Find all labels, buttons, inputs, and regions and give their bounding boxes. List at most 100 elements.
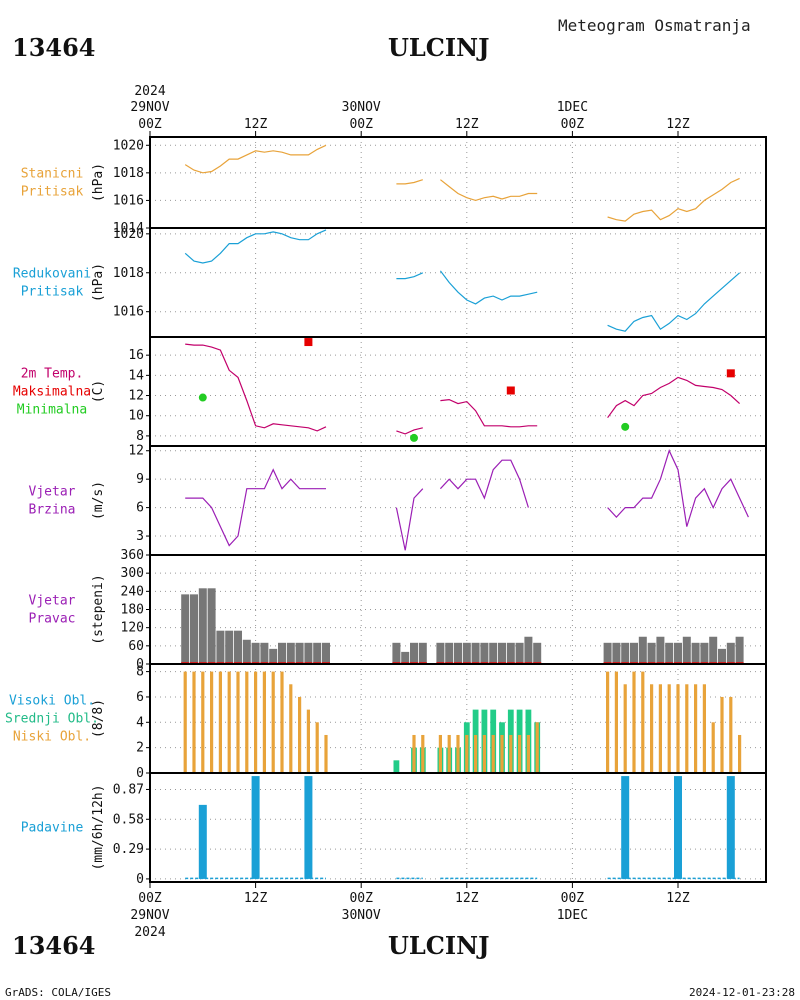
low-cloud-bar — [474, 734, 478, 773]
wind-dir-bar — [313, 642, 322, 664]
y-tick-label: 8 — [136, 429, 144, 444]
low-cloud-bar — [245, 671, 249, 773]
x-tick-label: 12Z — [244, 117, 268, 132]
wind-dir-bar — [436, 642, 445, 664]
low-cloud-bar — [685, 684, 689, 773]
series-line-temperature — [607, 376, 741, 419]
wind-dir-bar — [674, 642, 682, 664]
series-line-wind_speed — [395, 488, 424, 551]
y-tick-label: 0.87 — [113, 782, 144, 797]
precip-bar — [621, 776, 630, 879]
y-tick-label: 240 — [121, 584, 144, 599]
y-tick-label: 3 — [136, 529, 144, 544]
series-line-temperature — [440, 398, 538, 428]
low-cloud-bar — [227, 671, 231, 773]
series-line-wind_speed — [185, 468, 326, 547]
panel-title: Pravac — [29, 612, 76, 627]
y-tick-label: 1016 — [113, 193, 144, 208]
unit-label: (m/s) — [91, 481, 106, 520]
year-label: 2024 — [134, 84, 165, 99]
y-tick-label: 0 — [136, 872, 144, 887]
wind-dir-bar — [489, 642, 498, 664]
max-temp-marker — [726, 369, 735, 378]
wind-dir-bar — [181, 594, 190, 664]
series-line-reduced_pressure — [439, 270, 538, 305]
series-line-wind_speed — [607, 449, 749, 527]
y-tick-label: 6 — [136, 690, 144, 705]
low-cloud-bar — [280, 671, 284, 773]
y-tick-label: 0 — [136, 766, 144, 781]
wind-dir-bar — [269, 648, 278, 664]
unit-label: (stepeni) — [91, 574, 106, 644]
day-label: 1DEC — [557, 100, 588, 115]
unit-label: (hPa) — [91, 263, 106, 302]
wind-dir-bar — [260, 642, 269, 664]
day-label: 30NOV — [342, 908, 381, 923]
low-cloud-bar — [271, 671, 275, 773]
low-cloud-bar — [482, 734, 486, 773]
y-tick-label: 2 — [136, 741, 144, 756]
station-name-bottom: ULCINJ — [388, 931, 489, 960]
low-cloud-bar — [500, 734, 504, 773]
wind-dir-bar — [621, 642, 630, 664]
data-precipitation — [185, 776, 740, 880]
y-tick-label: 12 — [128, 389, 144, 404]
wind-dir-bar — [216, 630, 225, 664]
panel-title: Pritisak — [21, 285, 84, 300]
wind-dir-bar — [234, 630, 242, 664]
panel-frame — [149, 227, 767, 338]
series-line-reduced_pressure — [396, 272, 424, 280]
wind-dir-bar — [242, 639, 251, 664]
wind-dir-bar — [665, 642, 674, 664]
wind-dir-bar — [612, 642, 621, 664]
y-tick-label: 60 — [128, 639, 144, 654]
data-reduced_pressure — [184, 229, 740, 332]
y-tick-label: 1014 — [113, 221, 144, 236]
mid-cloud-bar — [393, 760, 400, 773]
panel-title: Pritisak — [21, 185, 84, 200]
data-clouds — [182, 671, 743, 773]
panel-title: Maksimalna — [13, 385, 91, 400]
wind-dir-bar — [480, 642, 489, 664]
panel-clouds: 0 2 4 6 8 (8/8)Visoki Obl. Srednji Obl. Niski O… — [5, 663, 767, 781]
day-label: 29NOV — [130, 100, 169, 115]
wind-dir-bar — [700, 642, 709, 664]
wind-dir-bar — [401, 651, 410, 664]
y-tick-label: 120 — [121, 621, 144, 636]
wind-dir-bar — [524, 636, 533, 664]
wind-dir-bar — [278, 642, 286, 664]
wind-dir-bar — [454, 642, 462, 664]
wind-dir-bar — [225, 630, 234, 664]
low-cloud-bar — [201, 671, 205, 773]
y-tick-label: 1020 — [113, 227, 144, 242]
low-cloud-bar — [667, 684, 671, 773]
low-cloud-bar — [738, 734, 742, 773]
panel-title: 2m Temp. — [21, 367, 84, 382]
wind-dir-bar — [322, 642, 330, 664]
series-line-temperature — [185, 343, 327, 432]
low-cloud-bar — [694, 684, 698, 773]
y-tick-label: 1016 — [113, 305, 144, 320]
wind-dir-bar — [295, 642, 304, 664]
panel-title: Redukovani — [13, 267, 91, 282]
panel-frame — [149, 136, 767, 229]
panel-temperature: 8 10 12 14 16 (C) 2m Temp. Maksimalna Minimalna — [13, 336, 767, 447]
year-label: 2024 — [134, 925, 165, 940]
series-line-temperature — [396, 427, 423, 435]
wind-dir-bar — [304, 642, 313, 664]
wind-dir-bar — [198, 588, 207, 664]
day-label: 30NOV — [342, 100, 381, 115]
low-cloud-bar — [192, 671, 196, 773]
precip-bar — [674, 776, 682, 879]
y-tick-label: 14 — [128, 368, 144, 383]
panel-reduced_pressure: 1016 1018 1020 (hPa)Redukovani Pritisak — [13, 227, 767, 338]
wind-dir-bar — [533, 642, 542, 664]
low-cloud-bar — [421, 734, 425, 773]
max-temp-marker — [506, 386, 515, 395]
low-cloud-bar — [262, 671, 266, 773]
series-line-reduced_pressure — [607, 272, 740, 332]
panel-precipitation: 0 0.29 0.58 0.87 (mm/6h/12h) Padavine — [21, 772, 767, 887]
max-temp-marker — [304, 338, 313, 347]
